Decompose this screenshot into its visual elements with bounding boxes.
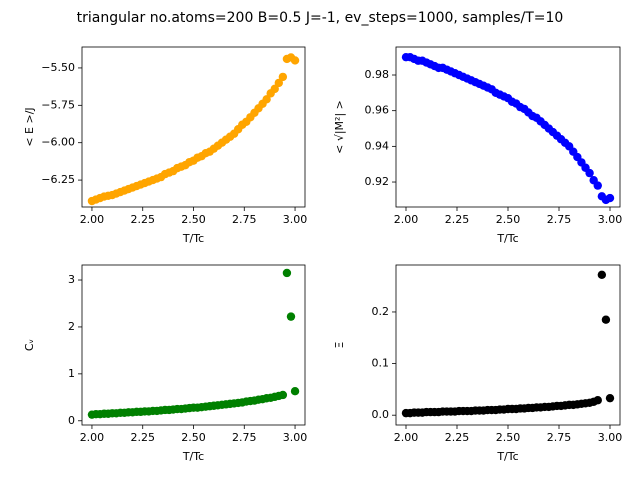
y-axis-label: Cᵥ (23, 339, 36, 351)
y-tick-label: 2 (68, 320, 75, 333)
y-tick-label: 3 (68, 273, 75, 286)
x-tick-label: 3.00 (283, 213, 308, 226)
y-tick-label: 0.1 (372, 357, 390, 370)
data-point (282, 268, 292, 278)
axes-frame (81, 46, 306, 208)
data-point (278, 72, 288, 82)
x-tick-label: 2.25 (445, 431, 470, 444)
y-tick-label: −5.50 (41, 61, 75, 74)
subplot: 2.00 2.25 2.50 2.75 3.00 −6.25 −6.00 −5.75 −5.50… (23, 46, 308, 245)
data-point (593, 396, 602, 405)
data-point (290, 56, 300, 65)
y-tick-label: 0.92 (365, 175, 390, 188)
subplot: 2.00 2.25 2.50 2.75 3.00 0 1 2 3 T/Tc Cᵥ (23, 264, 308, 463)
x-tick-label: 2.00 (80, 213, 105, 226)
data-point (601, 315, 611, 324)
y-tick-label: 0.96 (365, 104, 390, 117)
y-axis-label: < E >/J (23, 107, 36, 146)
x-tick-label: 3.00 (598, 431, 623, 444)
x-tick-label: 2.50 (496, 213, 521, 226)
data-point (605, 393, 615, 403)
x-tick-label: 2.00 (394, 431, 419, 444)
y-tick-label: 0.0 (372, 408, 390, 421)
subplot: 2.00 2.25 2.50 2.75 3.00 0.0 0.1 0.2 T/Tc Ξ (333, 264, 623, 463)
figure-title: triangular no.atoms=200 B=0.5 J=-1, ev_s… (77, 10, 564, 26)
x-tick-label: 2.25 (445, 213, 470, 226)
data-point (278, 390, 288, 400)
y-tick-label: −6.25 (41, 173, 75, 186)
x-axis-label: T/Tc (496, 232, 518, 245)
y-tick-label: −6.00 (41, 136, 75, 149)
x-tick-label: 3.00 (598, 213, 623, 226)
x-tick-label: 2.75 (547, 213, 572, 226)
data-point (597, 270, 607, 280)
y-tick-label: 0.98 (365, 68, 390, 81)
data-point (290, 387, 300, 396)
x-tick-label: 2.00 (80, 431, 105, 444)
x-tick-label: 2.25 (130, 213, 155, 226)
x-tick-label: 2.50 (181, 431, 206, 444)
data-point (593, 181, 602, 190)
x-tick-label: 2.00 (394, 213, 419, 226)
y-tick-label: −5.75 (41, 98, 75, 111)
data-point (585, 168, 594, 178)
y-tick-label: 0.2 (372, 305, 390, 318)
data-point (605, 193, 615, 203)
data-point (286, 312, 296, 321)
axes-frame (395, 46, 621, 208)
data-point (274, 78, 284, 88)
y-tick-label: 0 (68, 414, 75, 427)
x-axis-label: T/Tc (182, 232, 204, 245)
x-axis-label: T/Tc (182, 450, 204, 463)
y-axis-label: Ξ (333, 341, 346, 348)
y-tick-label: 1 (68, 367, 75, 380)
x-axis-label: T/Tc (496, 450, 518, 463)
x-tick-label: 2.75 (232, 213, 257, 226)
subplot: 2.00 2.25 2.50 2.75 3.00 0.92 0.94 0.96 0.98 T/Tc… (333, 46, 623, 245)
y-axis-label: < √|M²| > (333, 100, 346, 154)
x-tick-label: 2.50 (181, 213, 206, 226)
x-tick-label: 3.00 (283, 431, 308, 444)
y-tick-label: 0.94 (365, 139, 390, 152)
data-point (270, 84, 279, 94)
x-tick-label: 2.75 (547, 431, 572, 444)
x-tick-label: 2.75 (232, 431, 257, 444)
x-tick-label: 2.50 (496, 431, 521, 444)
data-point (262, 95, 271, 104)
x-tick-label: 2.25 (130, 431, 155, 444)
